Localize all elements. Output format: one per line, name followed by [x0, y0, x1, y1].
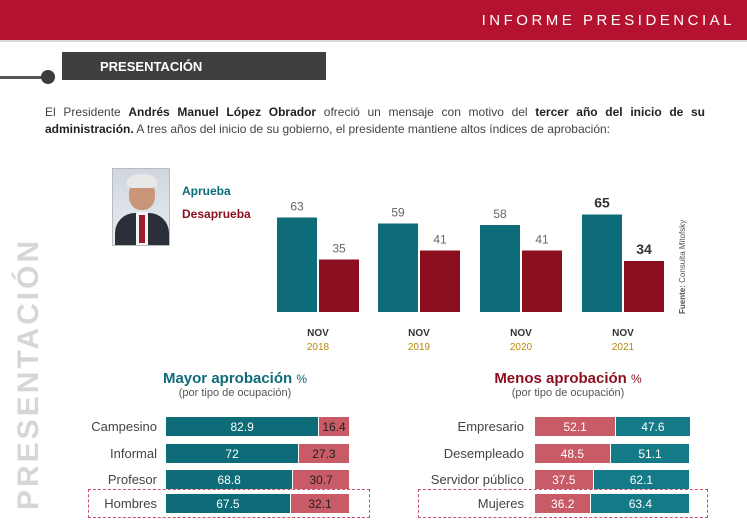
photo-tie: [139, 215, 145, 243]
intro-text-1: El Presidente: [45, 105, 129, 119]
row-label-hombres: Hombres: [104, 496, 157, 511]
segment-aprueba-profesor: 68.8: [166, 470, 293, 489]
intro-president-name: Andrés Manuel López Obrador: [128, 105, 317, 119]
low-approval-header: Menos aprobación % (por tipo de ocupació…: [448, 370, 688, 399]
row-label-informal: Informal: [110, 446, 157, 461]
segment-aprueba-campesino: 82.9: [166, 417, 319, 436]
bar-disapprove-2020: [522, 250, 562, 312]
legend-approve: Aprueba: [182, 184, 231, 198]
segment-aprueba-servidor-p-blico: 62.1: [593, 470, 690, 489]
data-label-approve-2020: 58: [493, 207, 507, 221]
segment-aprueba-empresario: 47.6: [616, 417, 690, 436]
intro-highlight: tercer año del inicio de su administraci…: [45, 105, 706, 136]
segment-aprueba-hombres: 67.5: [166, 494, 290, 513]
row-label-empresario: Empresario: [457, 419, 524, 434]
section-title: PRESENTACIÓN: [100, 59, 203, 74]
timeline-line: [0, 76, 48, 79]
segment-desaprueba-campesino: 16.4: [319, 417, 349, 436]
segment-desaprueba-servidor-p-blico: 37.5: [535, 470, 593, 489]
x-tick-year-2019: 2019: [408, 342, 431, 353]
x-tick-month-2018: NOV: [307, 328, 329, 339]
low-approval-subtitle: (por tipo de ocupación): [511, 387, 625, 399]
bar-approve-2018: [277, 217, 317, 312]
segment-aprueba-mujeres: 63.4: [591, 494, 690, 513]
president-photo: [112, 168, 170, 246]
segment-desaprueba-hombres: 32.1: [290, 494, 350, 513]
data-label-disapprove-2019: 41: [433, 233, 447, 247]
x-tick-year-2020: 2020: [510, 342, 533, 353]
bar-disapprove-2021: [624, 261, 664, 312]
segment-aprueba-desempleado: 51.1: [610, 444, 690, 463]
header-title: INFORME PRESIDENCIAL: [481, 12, 735, 29]
photo-hair: [127, 174, 157, 188]
segment-desaprueba-profesor: 30.7: [293, 470, 350, 489]
hombres-highlight-box: [88, 489, 370, 518]
high-approval-header: Mayor aprobación % (por tipo de ocupació…: [120, 370, 350, 399]
chart-source: Fuente: Consulta Mitofsky: [678, 220, 687, 314]
data-label-approve-2018: 63: [290, 200, 304, 214]
row-label-mujeres: Mujeres: [477, 496, 524, 511]
x-tick-month-2020: NOV: [510, 328, 532, 339]
segment-desaprueba-mujeres: 36.2: [535, 494, 591, 513]
section-title-bar: PRESENTACIÓN: [62, 52, 326, 80]
row-label-desempleado: Desempleado: [443, 446, 524, 461]
x-tick-month-2019: NOV: [408, 328, 430, 339]
source-text: Consulta Mitofsky: [678, 219, 687, 283]
bar-approve-2019: [378, 223, 418, 312]
high-approval-title: Mayor aprobación: [162, 370, 293, 387]
timeline-dot: [41, 70, 55, 84]
data-label-disapprove-2021: 34: [636, 241, 652, 257]
data-label-disapprove-2018: 35: [332, 242, 346, 256]
low-approval-title: Menos aprobación: [494, 370, 627, 387]
high-approval-subtitle: (por tipo de ocupación): [178, 387, 292, 399]
bar-disapprove-2019: [420, 250, 460, 312]
intro-text-2: ofreció un mensaje con motivo del: [316, 105, 536, 119]
intro-text-3: A tres años del inicio de su gobierno, e…: [133, 122, 610, 136]
data-label-approve-2021: 65: [594, 195, 610, 211]
segment-desaprueba-desempleado: 48.5: [535, 444, 610, 463]
bar-approve-2021: [582, 214, 622, 312]
segment-desaprueba-empresario: 52.1: [535, 417, 616, 436]
row-label-profesor: Profesor: [107, 472, 157, 487]
bar-approve-2020: [480, 225, 520, 312]
x-tick-year-2018: 2018: [307, 342, 330, 353]
intro-paragraph: El Presidente Andrés Manuel López Obrado…: [45, 104, 705, 138]
header-bar: INFORME PRESIDENCIAL: [0, 0, 747, 40]
legend-disapprove: Desaprueba: [182, 207, 251, 221]
high-approval-unit: %: [296, 372, 308, 386]
data-label-approve-2019: 59: [391, 206, 405, 220]
mujeres-highlight-box: [418, 489, 708, 518]
header-rule: [0, 40, 747, 42]
segment-aprueba-informal: 72: [166, 444, 299, 463]
x-tick-month-2021: NOV: [612, 328, 634, 339]
x-tick-year-2021: 2021: [612, 342, 635, 353]
bar-disapprove-2018: [319, 259, 359, 312]
low-approval-unit: %: [631, 372, 642, 386]
segment-desaprueba-informal: 27.3: [299, 444, 349, 463]
row-label-campesino: Campesino: [91, 419, 157, 434]
data-label-disapprove-2020: 41: [535, 233, 549, 247]
source-label: Fuente:: [678, 285, 687, 314]
row-label-servidor-p-blico: Servidor público: [430, 472, 524, 487]
